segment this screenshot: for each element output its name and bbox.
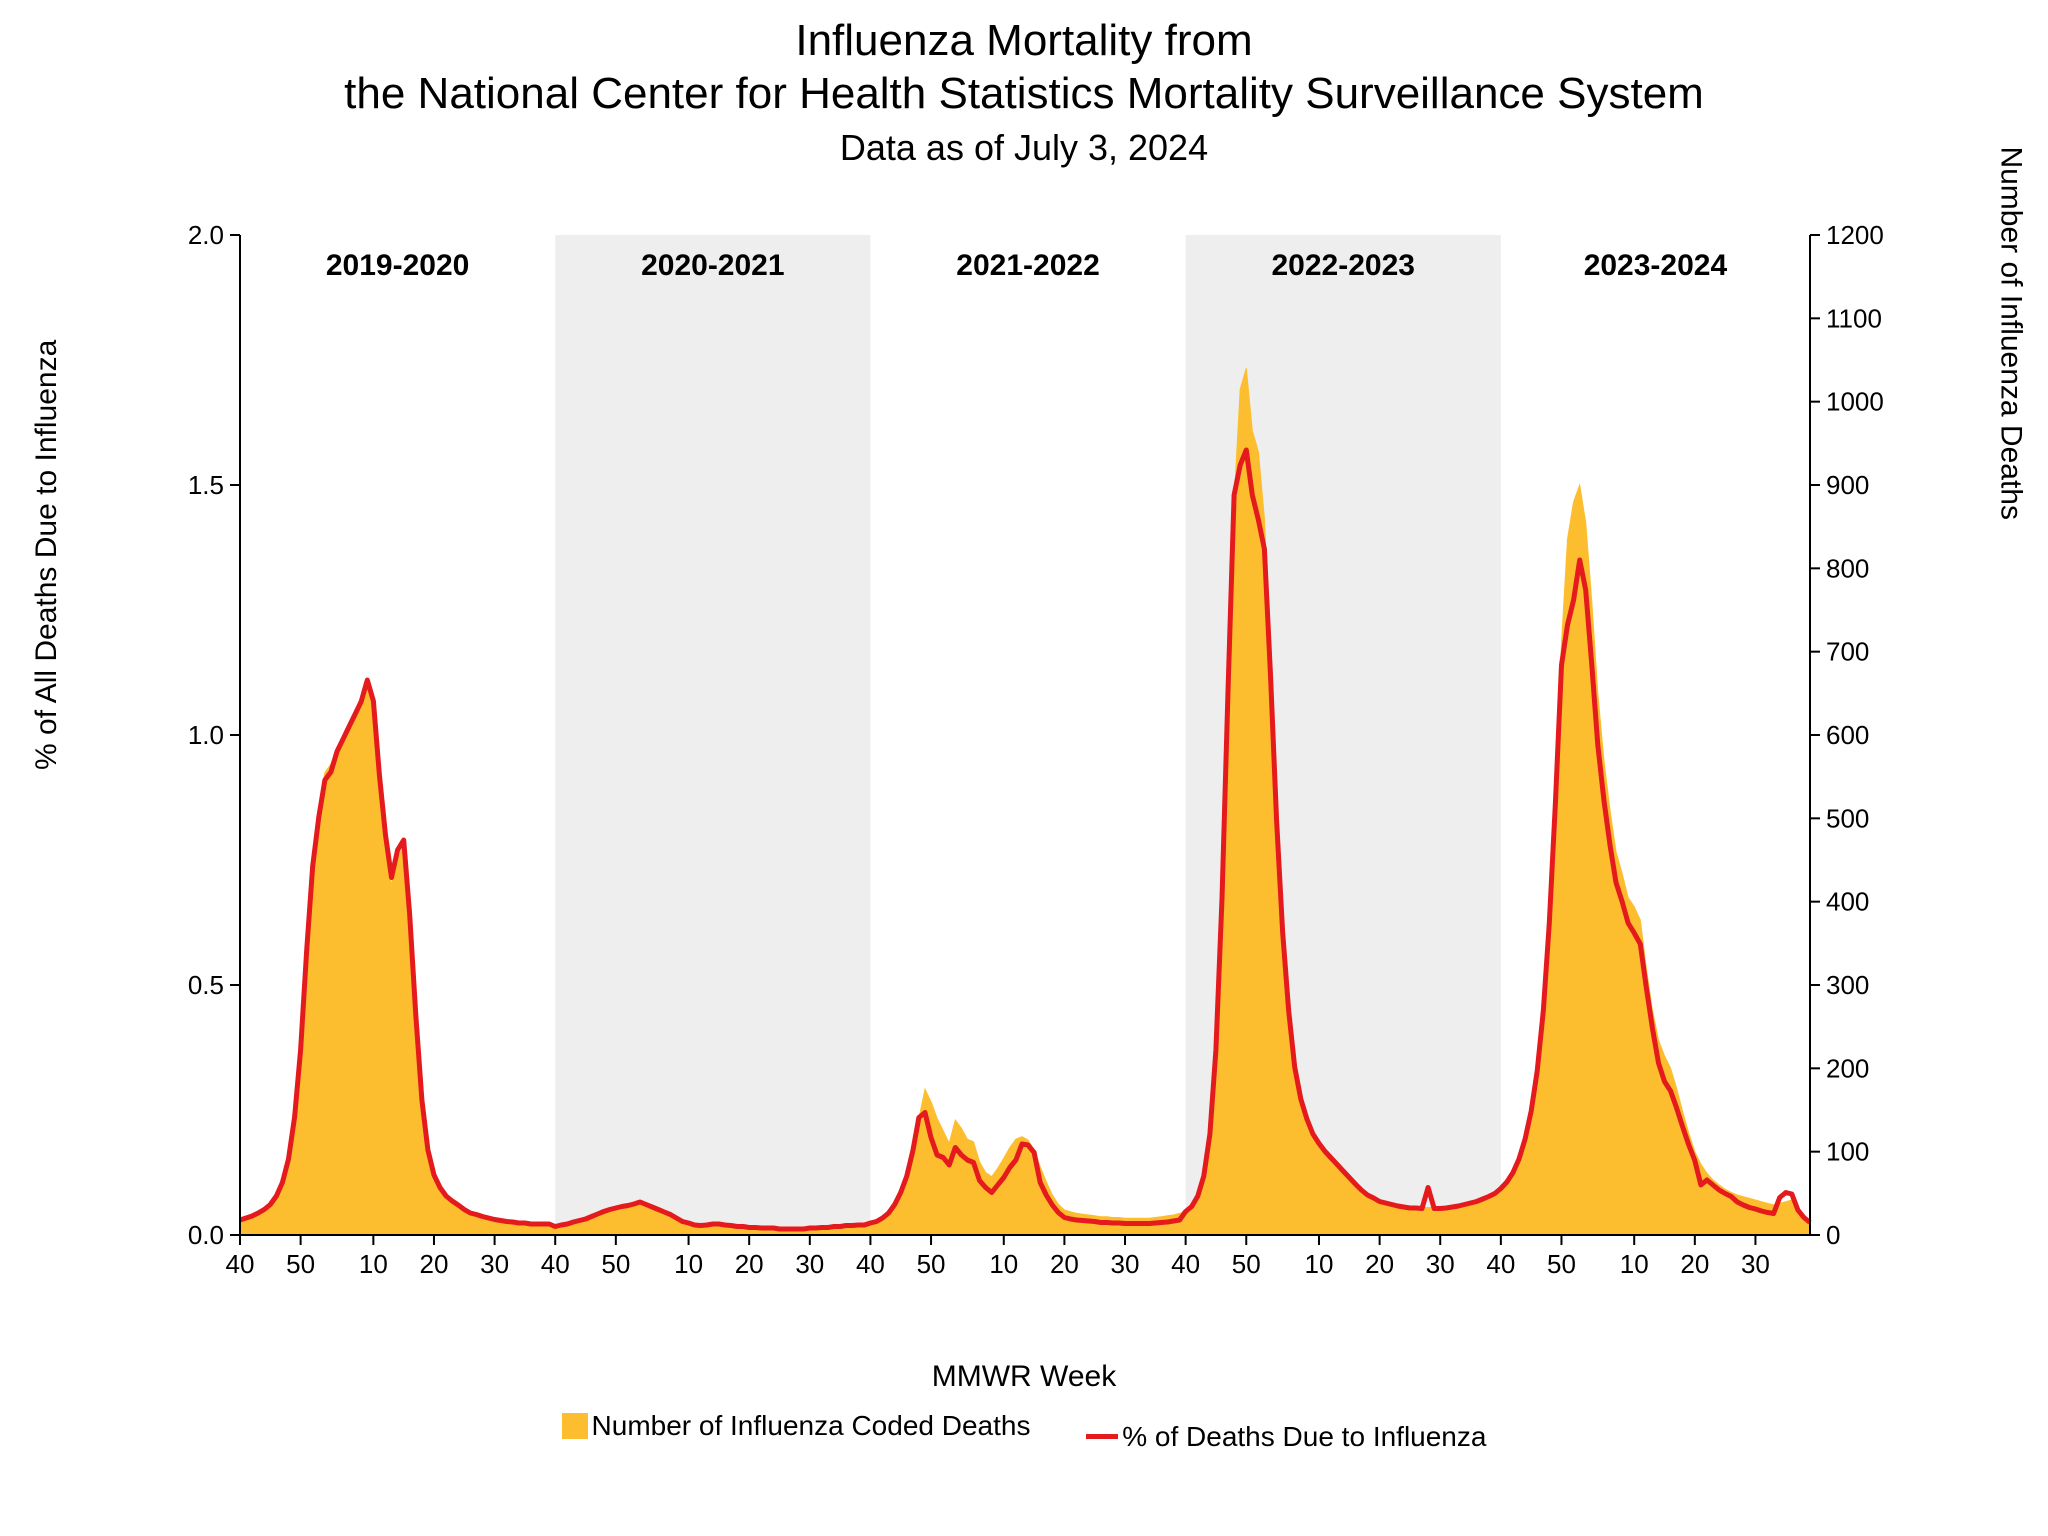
legend-area-label: Number of Influenza Coded Deaths xyxy=(592,1410,1031,1442)
x-tick-label: 10 xyxy=(359,1249,388,1279)
y-left-tick-label: 1.5 xyxy=(188,470,224,500)
y-right-tick-label: 0 xyxy=(1826,1220,1840,1250)
x-tick-label: 10 xyxy=(1620,1249,1649,1279)
y-right-tick-label: 1000 xyxy=(1826,387,1884,417)
y-left-tick-label: 1.0 xyxy=(188,720,224,750)
y-right-tick-label: 800 xyxy=(1826,553,1869,583)
season-label: 2020-2021 xyxy=(641,249,784,282)
y-right-tick-label: 300 xyxy=(1826,970,1869,1000)
y-left-axis-label: % of All Deaths Due to Influenza xyxy=(30,340,64,770)
legend-item-area: Number of Influenza Coded Deaths xyxy=(562,1410,1031,1442)
x-tick-label: 20 xyxy=(735,1249,764,1279)
season-label: 2019-2020 xyxy=(326,249,469,282)
x-tick-label: 40 xyxy=(541,1249,570,1279)
season-label: 2023-2024 xyxy=(1584,249,1728,282)
x-axis-label: MMWR Week xyxy=(0,1360,2048,1394)
x-tick-label: 40 xyxy=(1171,1249,1200,1279)
y-right-tick-label: 200 xyxy=(1826,1053,1869,1083)
y-right-tick-label: 100 xyxy=(1826,1137,1869,1167)
chart-title-line-2: the National Center for Health Statistic… xyxy=(0,68,2048,121)
y-right-tick-label: 400 xyxy=(1826,887,1869,917)
x-tick-label: 20 xyxy=(420,1249,449,1279)
x-tick-label: 30 xyxy=(1111,1249,1140,1279)
x-tick-label: 20 xyxy=(1680,1249,1709,1279)
x-tick-label: 10 xyxy=(989,1249,1018,1279)
y-left-tick-label: 0.5 xyxy=(188,970,224,1000)
season-band xyxy=(555,235,870,1235)
chart-legend: Number of Influenza Coded Deaths % of De… xyxy=(0,1410,2048,1453)
season-label: 2022-2023 xyxy=(1272,249,1415,282)
legend-line-label: % of Deaths Due to Influenza xyxy=(1122,1421,1486,1453)
chart-title-line-1: Influenza Mortality from xyxy=(0,15,2048,68)
x-tick-label: 20 xyxy=(1050,1249,1079,1279)
legend-line-swatch xyxy=(1086,1434,1118,1439)
y-right-tick-label: 900 xyxy=(1826,470,1869,500)
x-tick-label: 30 xyxy=(1426,1249,1455,1279)
x-tick-label: 50 xyxy=(917,1249,946,1279)
y-right-tick-label: 600 xyxy=(1826,720,1869,750)
y-right-axis-label: Number of Influenza Deaths xyxy=(1994,146,2028,520)
x-tick-label: 10 xyxy=(1305,1249,1334,1279)
x-tick-label: 40 xyxy=(856,1249,885,1279)
x-tick-label: 50 xyxy=(1232,1249,1261,1279)
legend-area-swatch xyxy=(562,1413,588,1439)
x-tick-label: 20 xyxy=(1365,1249,1394,1279)
x-tick-label: 30 xyxy=(1741,1249,1770,1279)
x-tick-label: 10 xyxy=(674,1249,703,1279)
x-tick-label: 50 xyxy=(601,1249,630,1279)
chart-title-block: Influenza Mortality from the National Ce… xyxy=(0,15,2048,169)
x-tick-label: 30 xyxy=(795,1249,824,1279)
y-right-tick-label: 700 xyxy=(1826,637,1869,667)
x-tick-label: 40 xyxy=(226,1249,255,1279)
chart-subtitle: Data as of July 3, 2024 xyxy=(0,127,2048,169)
season-label: 2021-2022 xyxy=(956,249,1099,282)
y-left-tick-label: 0.0 xyxy=(188,1220,224,1250)
y-right-tick-label: 500 xyxy=(1826,803,1869,833)
y-left-tick-label: 2.0 xyxy=(188,220,224,250)
deaths-area xyxy=(240,368,1810,1235)
legend-item-line: % of Deaths Due to Influenza xyxy=(1086,1421,1486,1453)
y-right-tick-label: 1100 xyxy=(1826,303,1882,333)
x-tick-label: 30 xyxy=(480,1249,509,1279)
x-tick-label: 50 xyxy=(286,1249,315,1279)
x-tick-label: 50 xyxy=(1547,1249,1576,1279)
x-tick-label: 40 xyxy=(1486,1249,1515,1279)
y-right-tick-label: 1200 xyxy=(1826,220,1884,250)
plot-area: 0.00.51.01.52.00100200300400500600700800… xyxy=(170,235,1890,1295)
